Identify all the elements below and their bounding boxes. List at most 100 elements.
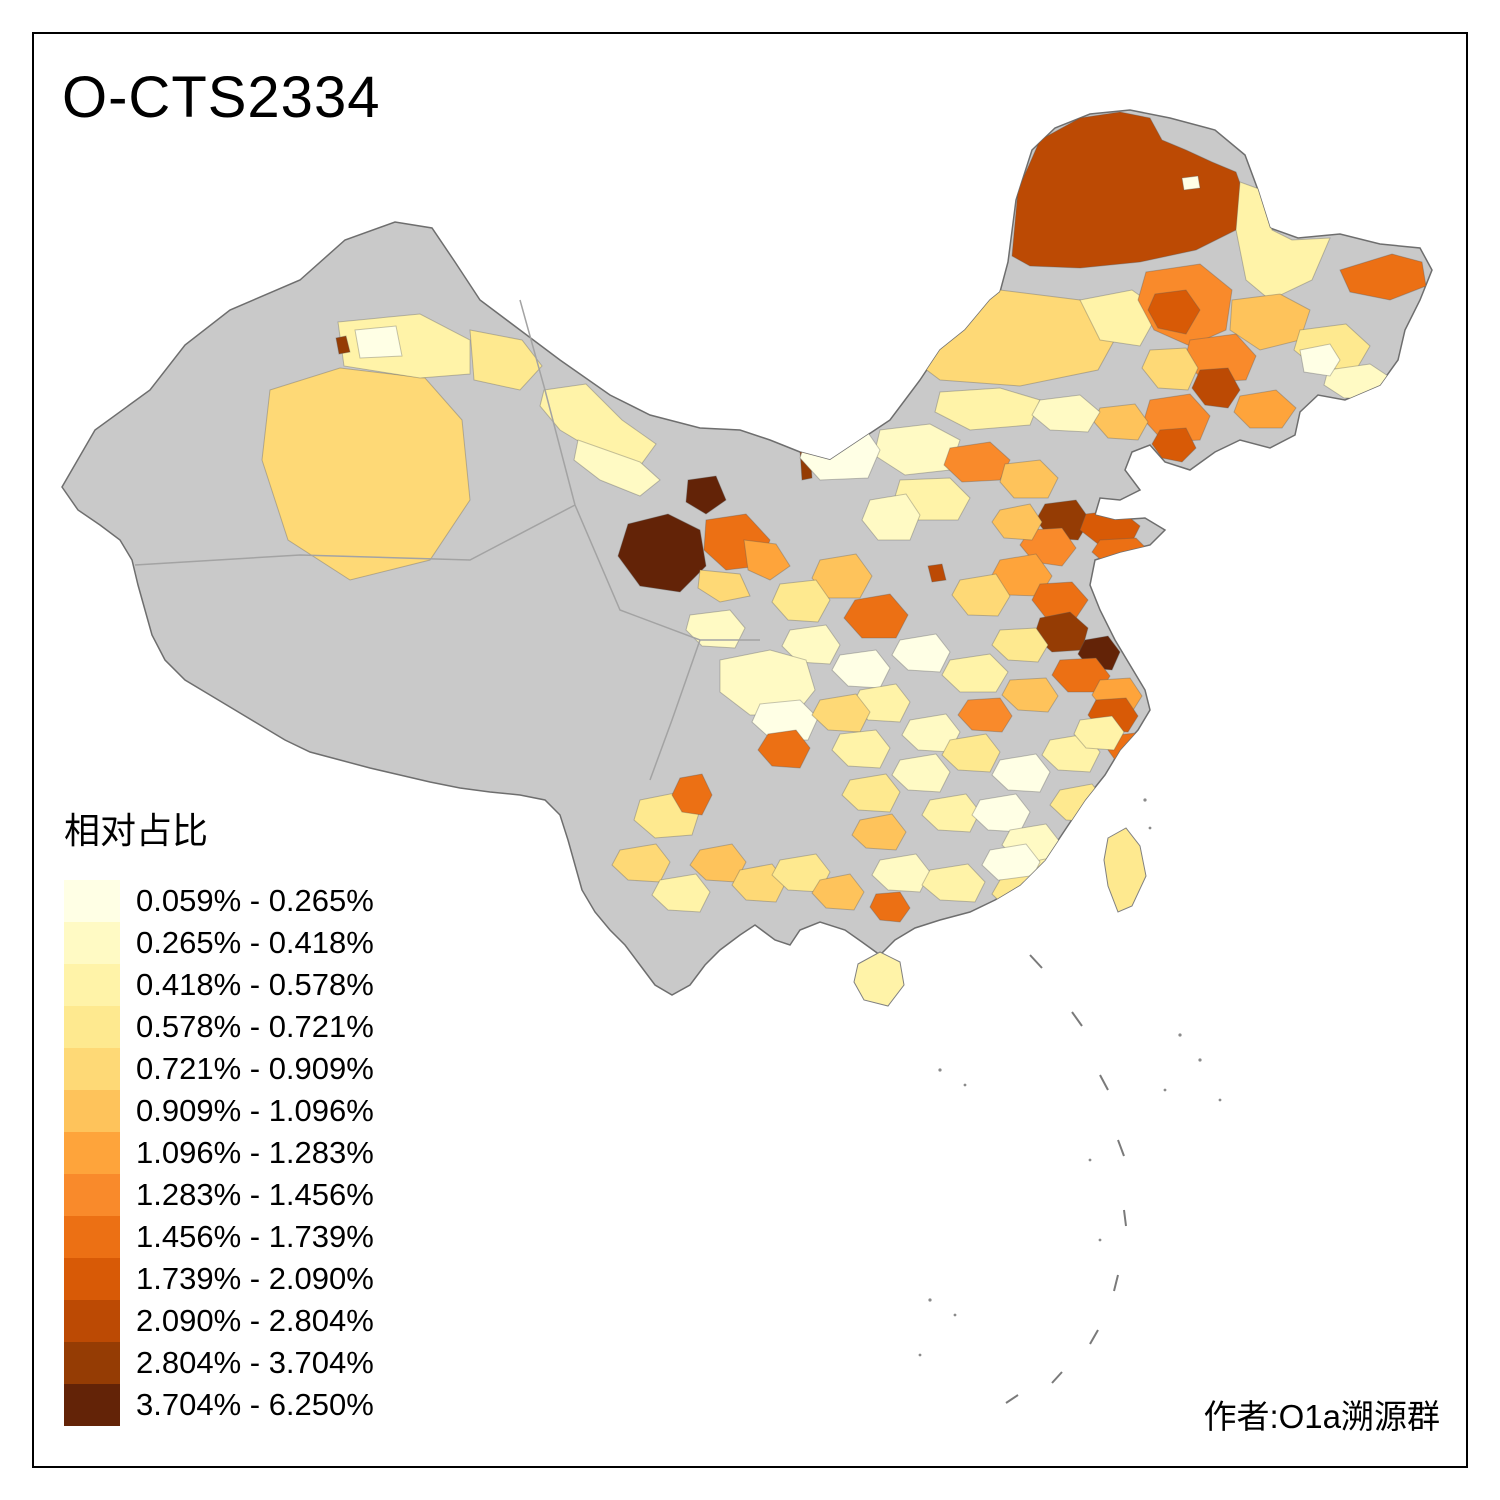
legend-swatch <box>64 1132 120 1174</box>
legend-row: 0.418% - 0.578% <box>64 964 374 1006</box>
map-region <box>771 579 831 623</box>
attribution-text: 作者:O1a溯源群 <box>1203 1398 1440 1435</box>
legend-label: 0.059% - 0.265% <box>136 883 374 918</box>
legend-label: 2.804% - 3.704% <box>136 1345 374 1380</box>
map-region <box>697 569 751 603</box>
legend-label: 0.418% - 0.578% <box>136 967 374 1002</box>
legend-swatch <box>64 1048 120 1090</box>
map-region <box>891 633 951 673</box>
map-region <box>943 441 1011 483</box>
legend-swatch <box>64 1384 120 1426</box>
map-region <box>991 503 1043 541</box>
map-region <box>651 873 711 913</box>
legend-swatch <box>64 1300 120 1342</box>
map-region <box>941 653 1009 693</box>
map-region <box>861 493 921 541</box>
map-region <box>1299 343 1341 377</box>
legend-label: 0.721% - 0.909% <box>136 1051 374 1086</box>
legend-row: 0.578% - 0.721% <box>64 1006 374 1048</box>
legend-label: 1.739% - 2.090% <box>136 1261 374 1296</box>
map-region <box>951 573 1011 617</box>
legend-swatch <box>64 1174 120 1216</box>
taiwan-island <box>1103 827 1147 913</box>
map-region <box>743 539 791 581</box>
map-region <box>1079 289 1161 347</box>
map-region <box>999 459 1059 499</box>
map-region <box>671 773 713 816</box>
map-region <box>1073 715 1125 751</box>
legend-row: 1.096% - 1.283% <box>64 1132 374 1174</box>
legend-label: 1.096% - 1.283% <box>136 1135 374 1170</box>
map-region <box>617 513 707 593</box>
map-region <box>354 325 403 359</box>
legend-label: 0.265% - 0.418% <box>136 925 374 960</box>
legend-swatch <box>64 1342 120 1384</box>
map-region <box>921 863 986 903</box>
legend-row: 0.721% - 0.909% <box>64 1048 374 1090</box>
legend-label: 0.578% - 0.721% <box>136 1009 374 1044</box>
legend-row: 1.456% - 1.739% <box>64 1216 374 1258</box>
legend-title: 相对占比 <box>64 810 209 851</box>
map-region <box>781 624 841 665</box>
map-region <box>869 891 911 923</box>
map-region <box>1011 111 1247 269</box>
map-region <box>757 729 811 769</box>
legend-row: 0.265% - 0.418% <box>64 922 374 964</box>
nine-dash-line <box>1005 954 1127 1404</box>
map-region <box>1181 175 1201 191</box>
map-region <box>469 329 543 391</box>
legend-row: 2.804% - 3.704% <box>64 1342 374 1384</box>
map-region <box>1233 389 1297 429</box>
legend-row: 2.090% - 2.804% <box>64 1300 374 1342</box>
legend-label: 2.090% - 2.804% <box>136 1303 374 1338</box>
map-region <box>811 873 865 911</box>
map-region <box>1151 427 1197 463</box>
map-region <box>719 649 816 716</box>
hainan-island <box>853 951 905 1007</box>
map-region <box>1031 394 1101 433</box>
legend-row: 1.739% - 2.090% <box>64 1258 374 1300</box>
legend-label: 0.909% - 1.096% <box>136 1093 374 1128</box>
legend-label: 1.283% - 1.456% <box>136 1177 374 1212</box>
map-region <box>261 367 471 581</box>
map-region <box>1191 367 1241 409</box>
map-region <box>991 753 1051 793</box>
map-region <box>573 439 661 497</box>
map-region <box>335 335 351 355</box>
islands <box>853 827 1147 1007</box>
map-region <box>831 729 891 769</box>
map-region <box>1141 347 1199 391</box>
legend-swatch <box>64 922 120 964</box>
map-region <box>851 813 907 851</box>
legend-swatch <box>64 1090 120 1132</box>
legend-row: 0.059% - 0.265% <box>64 880 374 922</box>
map-region <box>871 853 931 893</box>
legend-swatch <box>64 1216 120 1258</box>
legend-label: 1.456% - 1.739% <box>136 1219 374 1254</box>
map-region <box>957 697 1013 733</box>
map-region <box>841 773 901 813</box>
map-region <box>811 553 873 599</box>
map-region <box>991 627 1049 663</box>
province-boundaries <box>134 299 760 781</box>
map-region <box>927 563 947 583</box>
legend: 相对占比 0.059% - 0.265% 0.265% - 0.418% 0.418… <box>64 802 374 1426</box>
map-region <box>799 423 881 481</box>
legend-row: 1.283% - 1.456% <box>64 1174 374 1216</box>
legend-row: 0.909% - 1.096% <box>64 1090 374 1132</box>
map-region <box>685 609 746 649</box>
plot-title: O-CTS2334 <box>62 65 381 130</box>
map-region <box>941 733 1001 773</box>
legend-swatch <box>64 1258 120 1300</box>
legend-rows: 0.059% - 0.265% 0.265% - 0.418% 0.418% - 0… <box>64 880 374 1426</box>
legend-row: 3.704% - 6.250% <box>64 1384 374 1426</box>
map-region <box>921 793 981 833</box>
legend-swatch <box>64 880 120 922</box>
map-region <box>1001 677 1059 713</box>
south-china-sea-islets <box>918 798 1222 1357</box>
legend-swatch <box>64 1006 120 1048</box>
map-region <box>1147 289 1201 335</box>
map-region <box>843 593 909 639</box>
map-region <box>685 475 727 515</box>
